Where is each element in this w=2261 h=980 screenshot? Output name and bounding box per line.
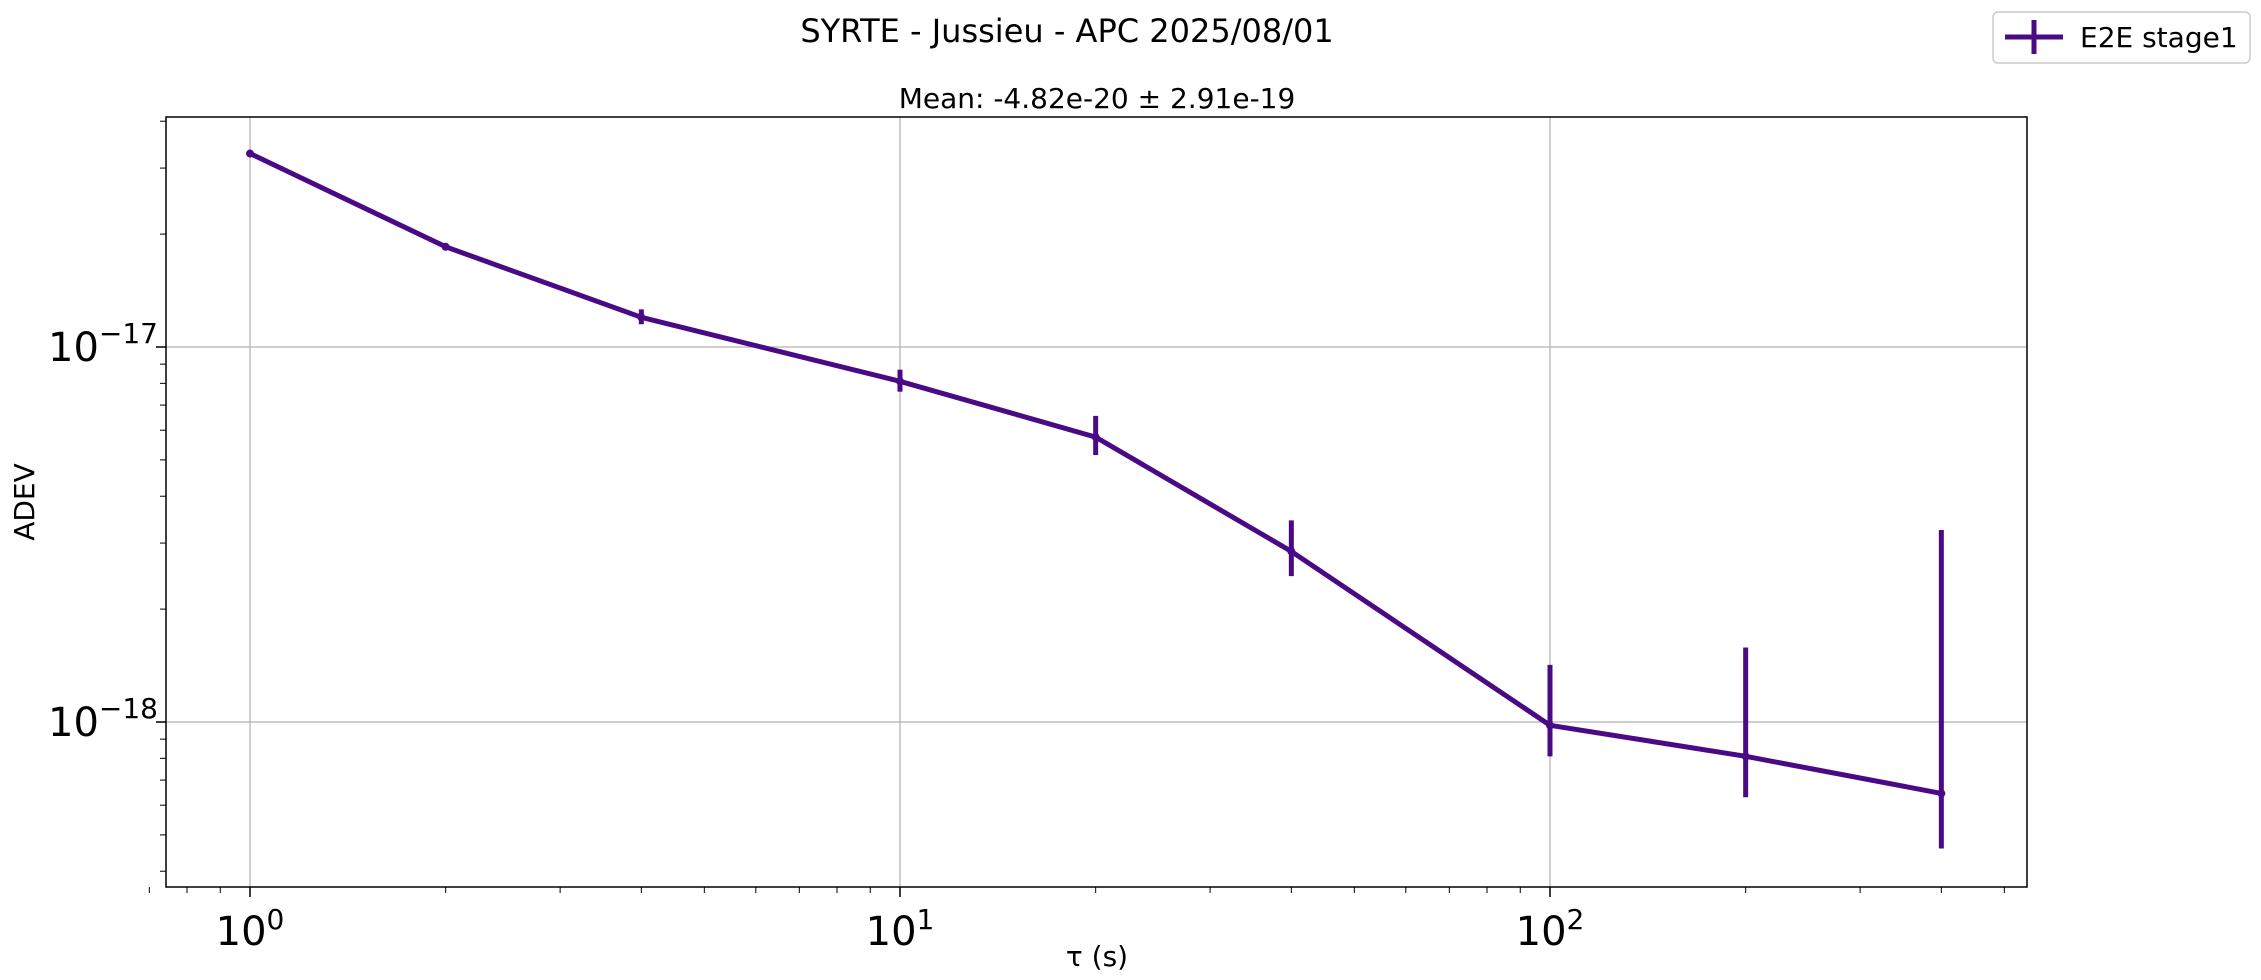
- y-axis-label: ADEV: [8, 463, 41, 541]
- data-point: [1937, 789, 1946, 798]
- y-tick-label: 10−18: [48, 692, 158, 746]
- data-point: [896, 377, 904, 386]
- chart-title: Mean: -4.82e-20 ± 2.91e-19: [899, 82, 1296, 115]
- legend: E2E stage1: [1992, 11, 2251, 64]
- data-point: [637, 313, 646, 322]
- chart-suptitle: SYRTE - Jussieu - APC 2025/08/01: [800, 12, 1333, 50]
- legend-frame: [1992, 11, 2251, 64]
- axes-frame: [165, 116, 2028, 888]
- x-tick-labels: 100 101 102: [216, 903, 1585, 955]
- data-point: [1287, 547, 1296, 556]
- series-layer: [246, 149, 1946, 849]
- legend-series-label: E2E stage1: [2080, 21, 2238, 54]
- grid: [166, 117, 2027, 887]
- x-tick-label: 102: [1516, 903, 1585, 955]
- data-point: [1741, 752, 1750, 761]
- x-tick-label: 101: [866, 903, 935, 955]
- y-tick-labels: 10−17 10−18: [48, 317, 158, 746]
- minor-ticks: [148, 120, 2005, 893]
- data-point: [246, 149, 254, 158]
- major-ticks: [156, 346, 1551, 897]
- data-point: [441, 242, 450, 251]
- x-tick-label: 100: [216, 903, 285, 955]
- y-tick-label: 10−17: [48, 317, 158, 371]
- x-axis-label: τ (s): [1066, 940, 1128, 973]
- data-point: [1546, 721, 1554, 730]
- data-point: [1091, 433, 1100, 442]
